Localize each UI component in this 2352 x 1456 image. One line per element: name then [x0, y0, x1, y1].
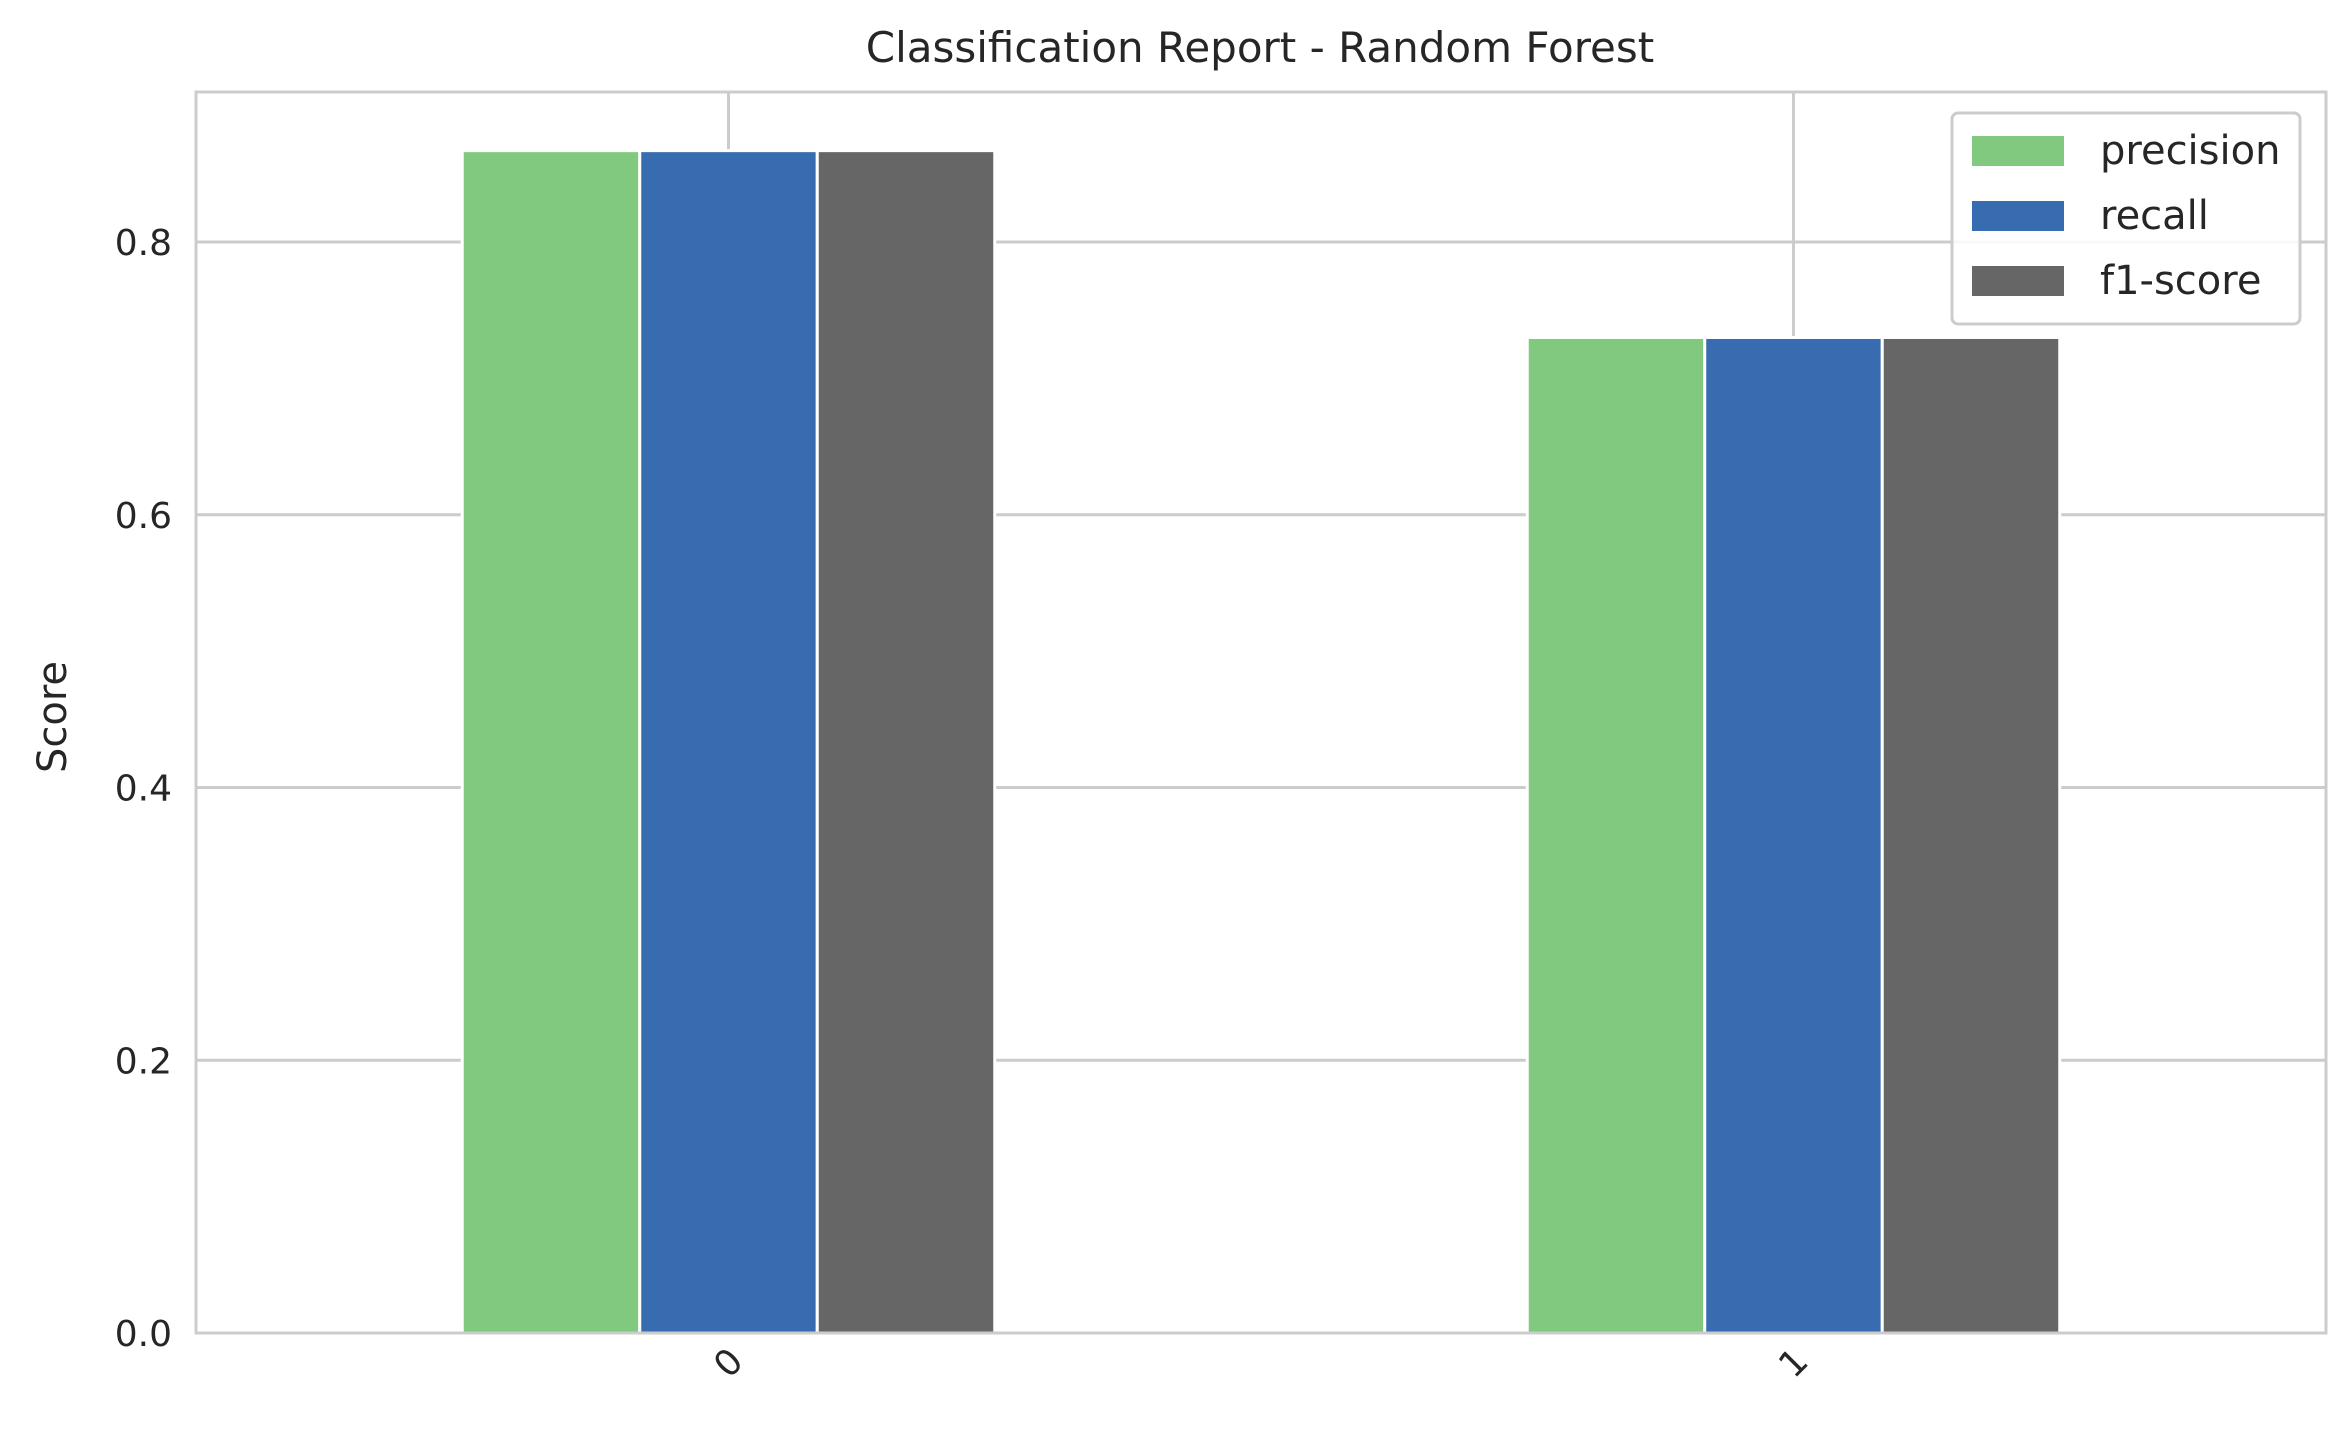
- y-tick-label: 0.2: [115, 1041, 172, 1082]
- bar-f1-score-1: [1880, 335, 2062, 1335]
- chart-title: Classification Report - Random Forest: [866, 23, 1654, 72]
- y-tick-label: 0.6: [115, 496, 172, 537]
- legend-swatch-f1-score: [1972, 266, 2064, 296]
- y-tick-label: 0.4: [115, 769, 172, 810]
- bar-recall-0: [638, 149, 819, 1335]
- legend-swatch-recall: [1972, 201, 2064, 231]
- y-tick-labels: 0.0 0.2 0.4 0.6 0.8: [115, 223, 172, 1355]
- bar-precision-0: [460, 149, 642, 1335]
- bar-precision-1: [1525, 335, 1707, 1335]
- y-tick-label: 0.0: [115, 1314, 172, 1355]
- bar-recall-1: [1703, 335, 1884, 1335]
- legend: precision recall f1-score: [1950, 111, 2302, 326]
- y-axis-label: Score: [30, 661, 76, 773]
- legend-label-f1-score: f1-score: [2100, 258, 2261, 304]
- y-tick-label: 0.8: [115, 223, 172, 264]
- legend-swatch-precision: [1972, 136, 2064, 166]
- plot-frame: [194, 90, 2328, 1335]
- legend-label-precision: precision: [2100, 128, 2280, 174]
- legend-label-recall: recall: [2100, 193, 2209, 239]
- legend-items: precision recall f1-score: [1972, 128, 2280, 304]
- bar-f1-score-0: [815, 149, 997, 1335]
